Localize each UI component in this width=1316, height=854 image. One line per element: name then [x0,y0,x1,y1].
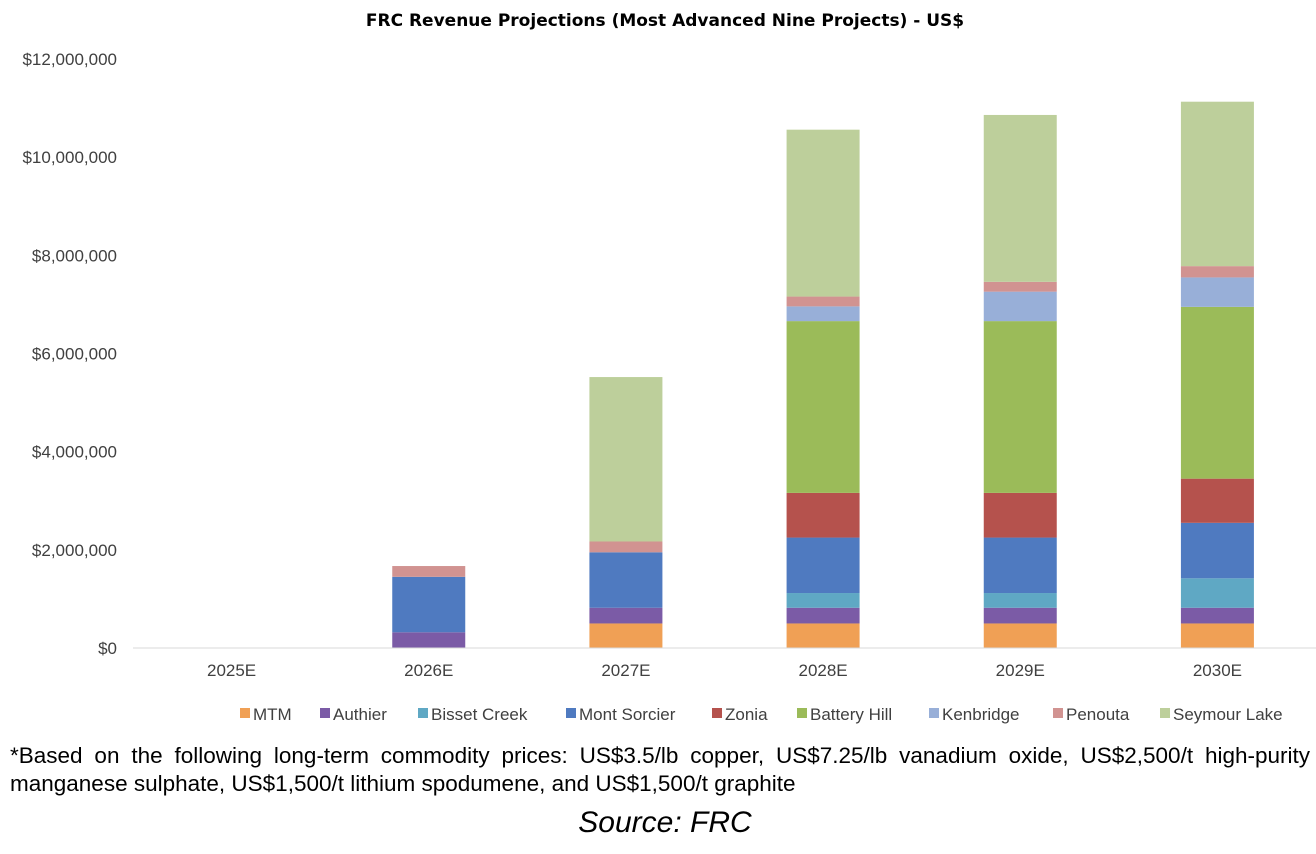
legend-swatch [797,708,807,718]
x-tick-label: 2030E [1193,661,1242,680]
legend-label: Penouta [1066,705,1130,724]
legend-swatch [566,708,576,718]
bar-segment [589,623,663,648]
bar-segment [786,306,860,322]
legend-label: Zonia [725,705,768,724]
bar-segment [589,607,663,624]
legend-swatch [240,708,250,718]
x-tick-label: 2029E [996,661,1045,680]
legend: MTM Authier Bisset Creek Mont Sorcier Zonia B… [240,705,1283,724]
y-tick-label: $12,000,000 [22,50,117,69]
legend-label: Kenbridge [942,705,1020,724]
y-tick-label: $10,000,000 [22,148,117,167]
chart-title: FRC Revenue Projections (Most Advanced N… [366,11,964,31]
y-tick-label: $0 [98,639,117,658]
bar-segment [1180,277,1254,307]
bar-segment [392,632,466,648]
bar-segment [786,623,860,648]
bar-segment [983,593,1057,608]
bar-segment [786,492,860,538]
legend-swatch [1053,708,1063,718]
bar-segment [1180,101,1254,267]
y-axis: $0 $2,000,000 $4,000,000 $6,000,000 $8,000,0… [22,50,117,658]
legend-label: Bisset Creek [431,705,528,724]
revenue-chart: FRC Revenue Projections (Most Advanced N… [22,11,1316,724]
bar-segment [983,281,1057,292]
bar-segment [786,321,860,493]
bar-segment [983,291,1057,322]
bar-segment [1180,607,1254,624]
bar-segment [983,623,1057,648]
bar-segment [1180,623,1254,648]
legend-label: Seymour Lake [1173,705,1283,724]
bar-segment [589,541,663,553]
y-tick-label: $6,000,000 [32,345,117,364]
legend-swatch [418,708,428,718]
legend-label: MTM [253,705,292,724]
bar-segment [1180,266,1254,278]
bar-segment [983,114,1057,282]
bar-segment [1180,578,1254,608]
bar-segment [983,492,1057,538]
x-tick-label: 2025E [207,661,256,680]
bar-segment [1180,478,1254,523]
bar-segment [786,593,860,608]
bar-segment [589,552,663,608]
x-tick-label: 2028E [798,661,847,680]
x-tick-label: 2027E [601,661,650,680]
bar-segment [1180,306,1254,479]
legend-swatch [1160,708,1170,718]
bar-segment [1180,522,1254,579]
y-tick-label: $2,000,000 [32,541,117,560]
source-credit: Source: FRC [578,806,752,839]
legend-label: Battery Hill [810,705,892,724]
y-tick-label: $8,000,000 [32,246,117,265]
x-tick-label: 2026E [404,661,453,680]
x-axis: 2025E 2026E 2027E 2028E 2029E 2030E [207,661,1242,680]
bar-segment [786,129,860,297]
legend-label: Mont Sorcier [579,705,676,724]
bar-segment [589,377,663,542]
legend-swatch [320,708,330,718]
legend-label: Authier [333,705,387,724]
y-tick-label: $4,000,000 [32,443,117,462]
bar-segment [983,321,1057,493]
legend-swatch [712,708,722,718]
bar-segment [392,566,466,577]
bar-segment [392,576,466,633]
legend-swatch [929,708,939,718]
footnote: *Based on the following long-term commod… [10,743,1310,796]
bar-segment [786,537,860,594]
bar-segment [983,537,1057,594]
bar-segment [786,296,860,307]
bars [392,101,1254,648]
bar-segment [786,607,860,624]
bar-segment [983,607,1057,624]
